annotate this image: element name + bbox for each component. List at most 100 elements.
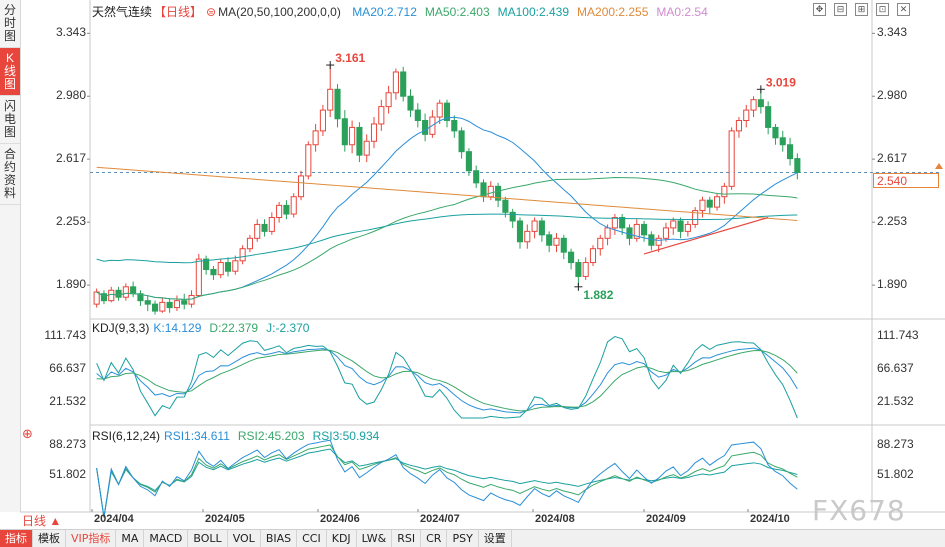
candle-body <box>115 289 122 298</box>
candle-body <box>254 223 261 239</box>
candle-body <box>370 123 378 142</box>
candle-body <box>173 300 180 309</box>
target-icon[interactable]: ⊕ <box>22 426 33 441</box>
candle-body <box>232 260 239 272</box>
candle-body <box>108 289 115 302</box>
candle-body <box>400 71 407 97</box>
y-tick-label: 3.343 <box>877 25 908 40</box>
fullscreen-icon[interactable]: ⊡ <box>876 3 889 16</box>
y-tick-label: 66.637 <box>49 361 86 376</box>
candle-body <box>436 102 443 118</box>
rsi-title: RSI(6,12,24) <box>92 429 161 443</box>
candle-body <box>743 109 750 121</box>
watermark: FX678 <box>812 494 906 527</box>
indicator-tab-bar: 指标 模板 VIP指标 MA MACD BOLL VOL BIAS CCI KDJ LW& RSI CR… <box>0 529 945 547</box>
indicator-tab-7[interactable]: BIAS <box>261 530 298 547</box>
candle-body <box>451 119 458 132</box>
low-label: 1.882 <box>583 288 613 302</box>
candle-body <box>633 223 640 239</box>
kdj-legend: KDJ(9,3,3) K:14.129 D:22.379 J:-2.370 <box>92 321 325 335</box>
close-icon[interactable]: ✕ <box>897 3 910 16</box>
sidebar-tab-2[interactable]: 闪电图 <box>0 96 20 144</box>
x-tick-label: 2024/10 <box>750 513 790 525</box>
indicator-tab-4[interactable]: MACD <box>144 530 189 547</box>
candle-body <box>465 151 472 172</box>
ma200-line <box>96 166 798 221</box>
candle-body <box>487 185 494 198</box>
rsi-legend: RSI(6,12,24) RSI1:34.611 RSI2:45.203 RSI3:5… <box>92 429 395 443</box>
indicator-tab-0[interactable]: 指标 <box>0 530 33 547</box>
candle-body <box>706 199 713 208</box>
candle-body <box>181 300 188 305</box>
y-tick-label: 2.980 <box>55 88 86 103</box>
candle-body <box>283 204 290 215</box>
indicator-tab-14[interactable]: 设置 <box>479 530 512 547</box>
sidebar-tab-3[interactable]: 合约资料 <box>0 144 20 205</box>
ma100-line <box>96 213 798 264</box>
indicator-tab-5[interactable]: BOLL <box>188 530 228 547</box>
indicator-tab-2[interactable]: VIP指标 <box>66 530 117 547</box>
candle-body <box>516 220 524 243</box>
indicator-tab-1[interactable]: 模板 <box>33 530 66 547</box>
instrument-title: 天然气连续 <box>92 5 153 19</box>
candle-body <box>714 196 721 208</box>
y-tick-label: 88.273 <box>49 437 86 451</box>
candle-body <box>604 227 611 239</box>
indicator-tab-13[interactable]: PSY <box>447 530 479 547</box>
header.ma_values-value-3: MA200:2.255 <box>577 5 649 19</box>
candle-body <box>786 144 794 160</box>
header.ma_values-value-4: MA0:2.54 <box>656 5 708 19</box>
candle-body <box>495 185 502 201</box>
x-tick-label: 2024/05 <box>205 513 245 525</box>
indicator-tab-6[interactable]: VOL <box>228 530 261 547</box>
price-arrow-icon <box>935 163 943 170</box>
candle-body <box>407 95 414 111</box>
indicator-tab-12[interactable]: CR <box>421 530 448 547</box>
candle-body <box>553 237 560 246</box>
candle-body <box>597 237 604 250</box>
candle-body <box>349 126 356 146</box>
x-tick-label: 2024/04 <box>94 513 134 525</box>
candle-body <box>327 88 334 111</box>
candle-body <box>772 126 779 139</box>
indicator-tab-10[interactable]: LW& <box>357 530 393 547</box>
candle-body <box>305 144 312 177</box>
period-label[interactable]: 【日线】 <box>154 5 203 19</box>
candle-body <box>392 71 399 94</box>
rsi1-line <box>96 439 798 518</box>
indicator-tab-3[interactable]: MA <box>116 530 145 547</box>
candle-body <box>203 258 210 270</box>
indicator-tab-9[interactable]: KDJ <box>327 530 357 547</box>
rsi.values-value-0: RSI1:34.611 <box>164 429 230 443</box>
candle-body <box>356 126 363 156</box>
expand-icon[interactable]: ✥ <box>813 3 826 16</box>
candle-body <box>210 268 217 276</box>
indicator-tab-11[interactable]: RSI <box>392 530 422 547</box>
candle-body <box>312 130 319 146</box>
candle-body <box>378 106 385 125</box>
period-selector[interactable]: 日线 ▲ <box>22 514 62 528</box>
restore-icon[interactable]: ⊟ <box>834 3 847 16</box>
candle-body <box>290 196 297 215</box>
y-tick-label: 21.532 <box>877 394 914 409</box>
candle-body <box>546 234 553 246</box>
sidebar-tab-0[interactable]: 分时图 <box>0 0 20 48</box>
rsi.values-value-2: RSI3:50.934 <box>312 429 380 443</box>
kdj.values-value-2: J:-2.370 <box>266 321 310 335</box>
kdj-d-line <box>96 349 798 412</box>
candle-body <box>246 237 253 250</box>
split-icon[interactable]: ⊞ <box>855 3 868 16</box>
candle-body <box>509 211 516 222</box>
settings-icon[interactable]: ⊜ <box>206 5 217 19</box>
candle-body <box>750 99 757 111</box>
indicator-tab-8[interactable]: CCI <box>297 530 327 547</box>
candle-body <box>582 262 589 277</box>
candle-body <box>757 99 764 108</box>
candle-body <box>188 294 195 305</box>
candle-body <box>779 137 786 146</box>
y-tick-label: 66.637 <box>877 361 914 376</box>
x-tick-label: 2024/06 <box>320 513 360 525</box>
